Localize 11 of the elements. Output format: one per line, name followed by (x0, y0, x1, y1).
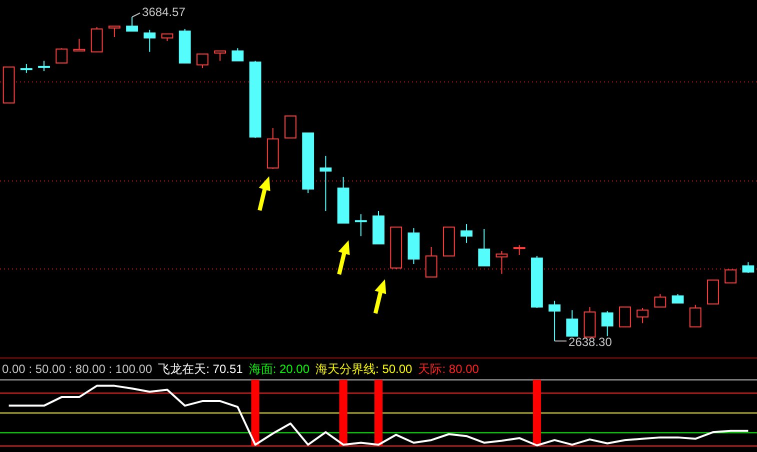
ref-line-label: 天际: 80.00 (418, 362, 480, 376)
candlestick (320, 155, 332, 212)
candlestick (408, 228, 420, 264)
text: 0.00 : 50.00 : 80.00 : 100.00 (2, 362, 152, 376)
candlestick (354, 214, 367, 237)
ref-line-label: 海面: 20.00 (248, 362, 310, 376)
series-label: 飞龙在天: 70.51 (158, 362, 244, 376)
annotation: 2638.30 (568, 335, 612, 350)
annotation: 3684.57 (142, 5, 186, 20)
candlestick (460, 224, 472, 244)
ref-line-label: 海天分界线: 50.00 (316, 362, 413, 376)
